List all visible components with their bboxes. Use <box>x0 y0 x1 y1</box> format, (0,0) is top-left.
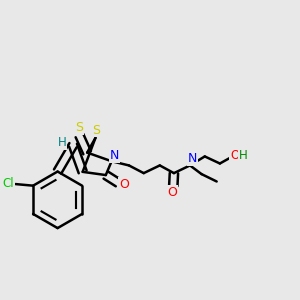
Text: O: O <box>230 148 239 162</box>
Text: H: H <box>239 148 248 162</box>
Text: O: O <box>167 186 177 199</box>
Text: Cl: Cl <box>2 177 14 190</box>
Text: S: S <box>92 124 100 136</box>
Text: N: N <box>188 152 197 166</box>
Text: N: N <box>110 149 119 162</box>
Text: H: H <box>58 136 67 149</box>
Text: O: O <box>119 178 129 191</box>
Text: S: S <box>75 121 83 134</box>
